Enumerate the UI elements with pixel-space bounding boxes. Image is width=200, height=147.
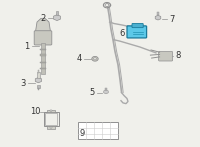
Text: 7: 7 — [169, 15, 175, 24]
FancyBboxPatch shape — [159, 51, 173, 61]
Polygon shape — [104, 90, 108, 94]
Polygon shape — [155, 15, 161, 20]
Circle shape — [50, 110, 52, 111]
Text: 1: 1 — [24, 42, 30, 51]
Circle shape — [105, 4, 109, 7]
Circle shape — [50, 127, 52, 128]
Text: 10: 10 — [30, 107, 40, 116]
Text: 6: 6 — [119, 29, 125, 38]
Bar — [40, 49, 46, 50]
Bar — [40, 62, 46, 63]
Bar — [44, 112, 58, 126]
Bar — [56, 11, 58, 15]
Text: 4: 4 — [76, 54, 82, 63]
Bar — [47, 126, 55, 129]
Bar — [38, 88, 39, 90]
Bar — [40, 54, 46, 56]
Bar — [47, 110, 55, 112]
FancyBboxPatch shape — [127, 26, 147, 38]
Polygon shape — [35, 18, 51, 32]
Text: 9: 9 — [79, 128, 85, 138]
Bar — [78, 122, 118, 139]
Polygon shape — [54, 15, 60, 21]
Bar — [40, 68, 46, 69]
Bar — [37, 85, 40, 88]
Polygon shape — [35, 77, 42, 83]
Bar — [105, 88, 107, 90]
Bar — [157, 12, 159, 15]
FancyBboxPatch shape — [34, 31, 52, 45]
Text: 8: 8 — [175, 51, 181, 60]
Bar — [37, 72, 40, 78]
Bar — [38, 70, 39, 73]
Text: 5: 5 — [89, 88, 95, 97]
Text: 2: 2 — [40, 14, 46, 23]
Bar — [45, 113, 57, 125]
Circle shape — [94, 58, 96, 60]
Circle shape — [92, 56, 98, 61]
FancyBboxPatch shape — [132, 24, 143, 28]
Text: 3: 3 — [20, 78, 26, 88]
Bar — [41, 43, 45, 74]
